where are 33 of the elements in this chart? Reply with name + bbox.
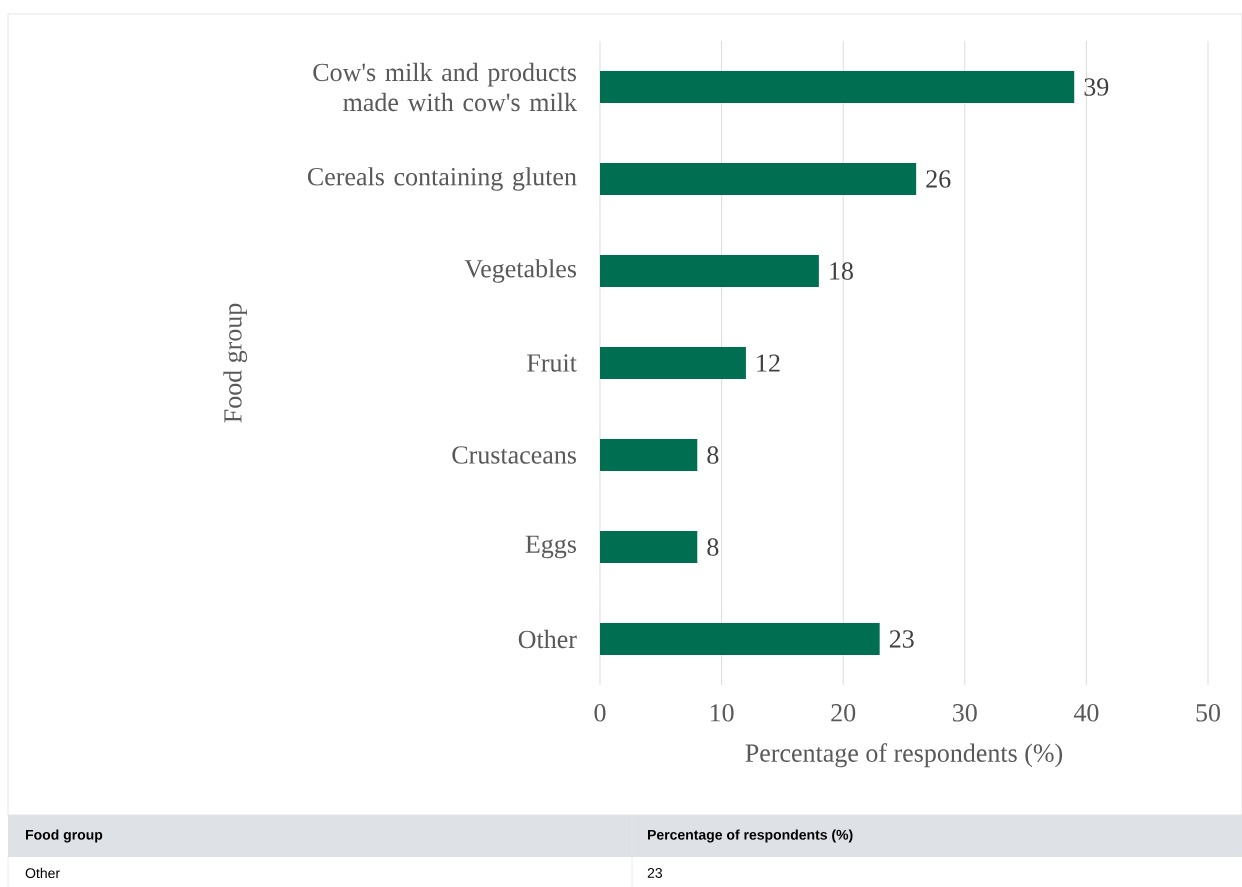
data-label: 23 xyxy=(889,630,914,648)
x-tick-label: 50 xyxy=(1196,704,1220,722)
y-tick-label: Eggs xyxy=(525,535,577,559)
y-tick-label: Fruit xyxy=(527,354,577,372)
bar xyxy=(600,530,698,563)
x-tick-label: 30 xyxy=(953,704,977,722)
bar xyxy=(600,163,917,195)
y-tick-label: Crustaceans xyxy=(452,446,577,464)
x-tick-label: 40 xyxy=(1073,704,1099,722)
text: Food group xyxy=(26,829,103,843)
text: 23 xyxy=(647,868,663,878)
data-label: 12 xyxy=(757,354,780,372)
y-tick-label: Other xyxy=(518,629,577,649)
y-tick-label: Vegetables xyxy=(464,259,577,283)
category-label: Other xyxy=(25,867,60,879)
x-axis-title: Percentage of respondents (%) xyxy=(745,743,1063,768)
bar xyxy=(600,71,1075,103)
data-label: 8 xyxy=(707,538,719,556)
x-tick-label: 10 xyxy=(710,704,734,722)
bar xyxy=(600,438,698,471)
data-label: 8 xyxy=(707,446,719,464)
bar xyxy=(600,346,746,379)
bar xyxy=(600,254,819,287)
y-tick-label: Cereals containing gluten xyxy=(307,167,577,191)
y-axis-title: Food group xyxy=(223,303,248,423)
data-label: 26 xyxy=(926,170,951,188)
bar xyxy=(600,622,880,655)
y-tick-label: Cow's milk and products made with cow's milk xyxy=(313,62,577,112)
text: Percentage of respondents (%) xyxy=(648,829,853,843)
x-tick-label: 0 xyxy=(594,704,606,722)
x-tick-label: 20 xyxy=(831,704,856,722)
data-label: 18 xyxy=(830,262,853,280)
data-label: 39 xyxy=(1084,78,1109,96)
